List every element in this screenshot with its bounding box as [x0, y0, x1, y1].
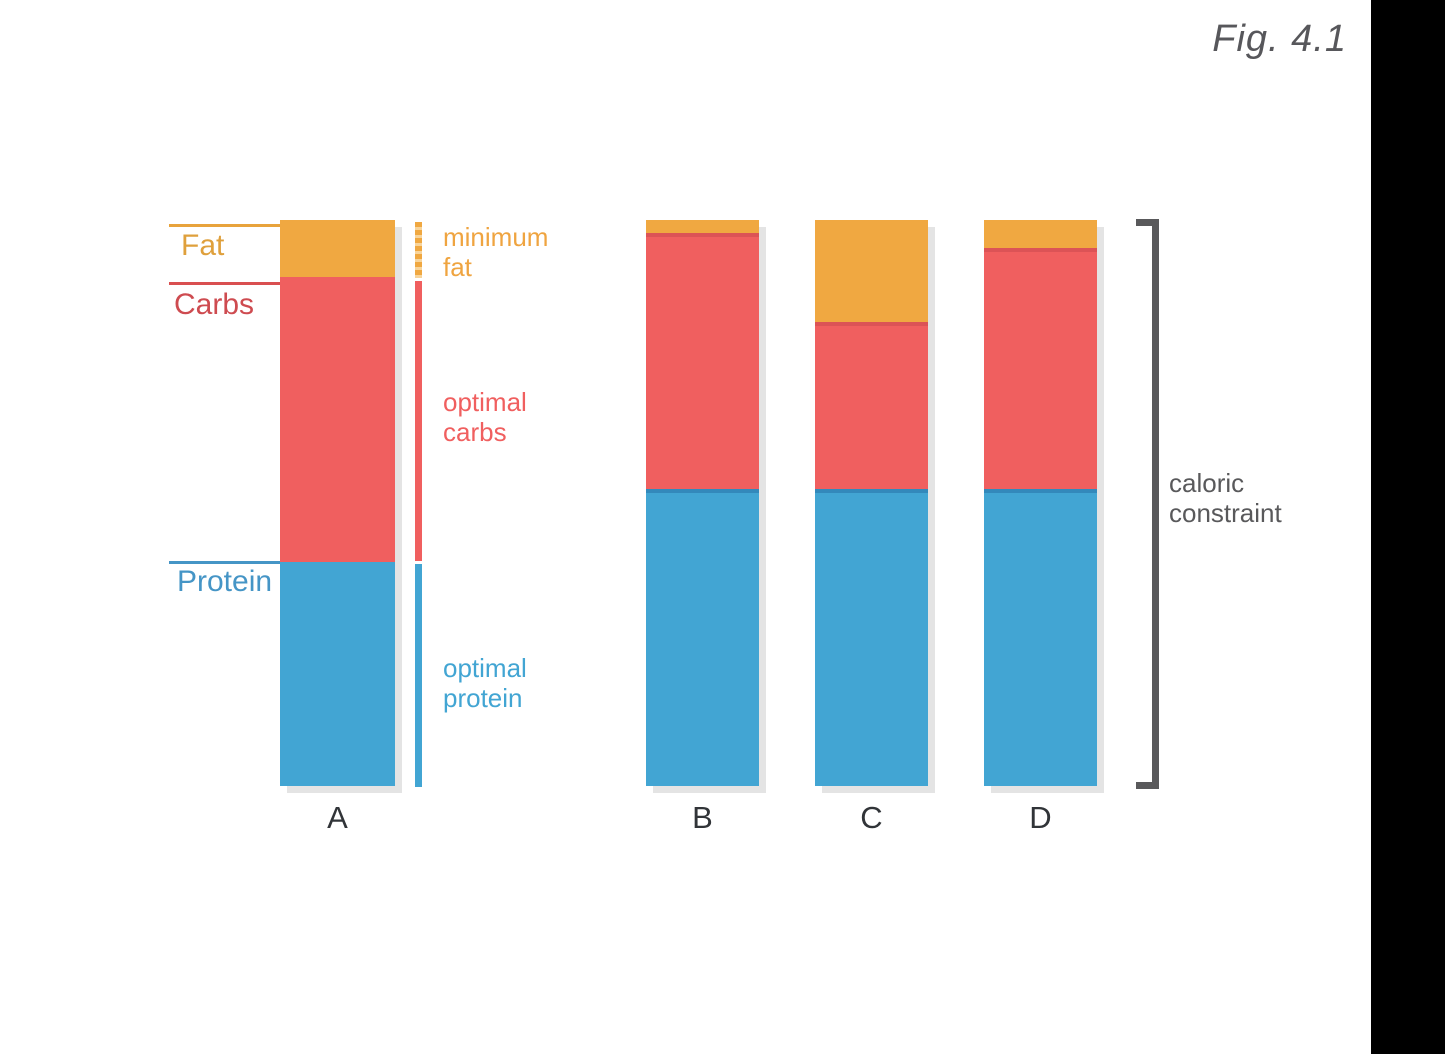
bar-d-segment-carbs	[984, 248, 1097, 489]
bar-d-segment-protein	[984, 489, 1097, 786]
category-label-d: D	[1029, 800, 1052, 835]
caloric-constraint-label: caloric constraint	[1169, 468, 1282, 528]
category-label-b: B	[692, 800, 713, 835]
figure-title: Fig. 4.1	[1212, 18, 1347, 60]
legend-optimal-carbs: optimal carbs	[443, 387, 527, 447]
bar-c	[815, 220, 928, 786]
strip-segment-protein	[415, 564, 422, 787]
bar-a-segment-protein	[280, 562, 395, 786]
fat-label: Fat	[181, 229, 225, 262]
category-label-a: A	[327, 800, 348, 835]
bar-d-segment-fat	[984, 220, 1097, 248]
bar-b-segment-fat	[646, 220, 759, 233]
protein-reference-line	[169, 561, 281, 564]
carbs-reference-line	[169, 282, 280, 285]
fat-reference-line	[169, 224, 280, 227]
bar-a-segment-fat	[280, 220, 395, 277]
bar-c-segment-carbs	[815, 322, 928, 489]
bar-c-segment-fat	[815, 220, 928, 322]
right-black-strip	[1371, 0, 1445, 1054]
carbs-label: Carbs	[174, 288, 255, 321]
strip-segment-fat	[415, 222, 422, 278]
strip-segment-carbs	[415, 281, 422, 561]
category-label-c: C	[860, 800, 883, 835]
bar-c-segment-protein	[815, 489, 928, 786]
legend-minimum-fat: minimum fat	[443, 222, 549, 282]
bar-b	[646, 220, 759, 786]
protein-label: Protein	[177, 565, 273, 598]
bar-a-segment-carbs	[280, 277, 395, 562]
bar-a	[280, 220, 395, 786]
bar-b-segment-protein	[646, 489, 759, 786]
bar-d	[984, 220, 1097, 786]
legend-optimal-protein: optimal protein	[443, 653, 527, 713]
caloric-constraint-bracket	[1136, 219, 1159, 789]
bar-b-segment-carbs	[646, 233, 759, 489]
